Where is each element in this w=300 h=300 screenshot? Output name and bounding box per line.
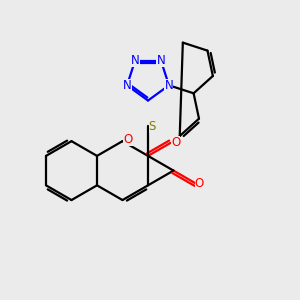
Text: O: O [195,177,204,190]
Text: O: O [171,136,180,149]
Text: N: N [157,54,165,67]
Text: N: N [131,54,140,67]
Text: O: O [123,133,132,146]
Text: N: N [123,79,131,92]
Text: N: N [165,79,173,92]
Text: S: S [149,120,156,133]
